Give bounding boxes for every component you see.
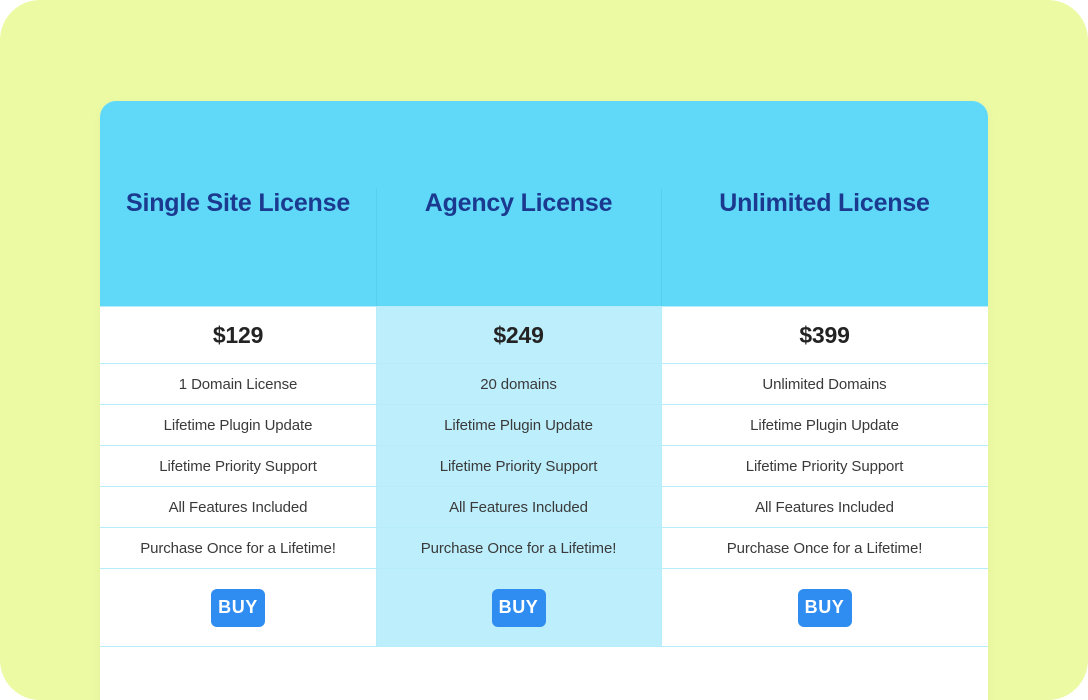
- pricing-table-card: Single Site License Agency License Unlim…: [100, 101, 988, 700]
- feature-text: Lifetime Plugin Update: [444, 416, 593, 434]
- price-cell-single-site: $129: [100, 307, 376, 363]
- price-single-site: $129: [212, 321, 264, 348]
- feature-row: Lifetime Priority Support Lifetime Prior…: [100, 445, 988, 486]
- price-cell-unlimited: $399: [661, 307, 988, 363]
- feature-text: Unlimited Domains: [762, 375, 887, 393]
- feature-text: Purchase Once for a Lifetime!: [420, 539, 617, 557]
- pricing-header-agency: Agency License: [376, 101, 661, 306]
- pricing-header-single-site: Single Site License: [100, 101, 376, 306]
- feature-text: Lifetime Priority Support: [159, 457, 317, 475]
- buy-button-unlimited[interactable]: BUY: [797, 588, 852, 627]
- buy-cell-single-site: BUY: [100, 569, 376, 646]
- feature-cell-agency: All Features Included: [376, 487, 661, 527]
- feature-cell-unlimited: All Features Included: [661, 487, 988, 527]
- feature-text: 1 Domain License: [178, 375, 298, 393]
- price-agency: $249: [493, 321, 544, 348]
- feature-text: Lifetime Priority Support: [745, 457, 904, 475]
- plan-title-agency: Agency License: [424, 189, 613, 218]
- buy-cell-unlimited: BUY: [661, 569, 988, 646]
- price-unlimited: $399: [799, 321, 850, 348]
- feature-row: Lifetime Plugin Update Lifetime Plugin U…: [100, 404, 988, 445]
- feature-text: All Features Included: [449, 498, 588, 516]
- buy-button-agency[interactable]: BUY: [491, 588, 546, 627]
- feature-row: Purchase Once for a Lifetime! Purchase O…: [100, 527, 988, 568]
- feature-cell-agency: Lifetime Plugin Update: [376, 405, 661, 445]
- feature-text: Purchase Once for a Lifetime!: [140, 539, 336, 557]
- pricing-header-unlimited: Unlimited License: [661, 101, 988, 306]
- feature-text: Purchase Once for a Lifetime!: [726, 539, 923, 557]
- feature-cell-single-site: Purchase Once for a Lifetime!: [100, 528, 376, 568]
- feature-cell-single-site: 1 Domain License: [100, 364, 376, 404]
- feature-cell-agency: Purchase Once for a Lifetime!: [376, 528, 661, 568]
- feature-cell-agency: Lifetime Priority Support: [376, 446, 661, 486]
- plan-title-single-site: Single Site License: [125, 189, 351, 218]
- price-cell-agency: $249: [376, 307, 661, 363]
- feature-text: All Features Included: [168, 498, 308, 516]
- feature-cell-single-site: All Features Included: [100, 487, 376, 527]
- feature-cell-unlimited: Purchase Once for a Lifetime!: [661, 528, 988, 568]
- plan-title-unlimited: Unlimited License: [719, 189, 930, 218]
- feature-row: 1 Domain License 20 domains Unlimited Do…: [100, 363, 988, 404]
- pricing-header-row: Single Site License Agency License Unlim…: [100, 101, 988, 306]
- card-footer-area: [100, 646, 988, 700]
- feature-cell-agency: 20 domains: [376, 364, 661, 404]
- buy-cell-agency: BUY: [376, 569, 661, 646]
- buy-button-single-site[interactable]: BUY: [211, 588, 265, 627]
- pricing-price-row: $129 $249 $399: [100, 306, 988, 363]
- feature-cell-unlimited: Lifetime Priority Support: [661, 446, 988, 486]
- pricing-buy-row: BUY BUY BUY: [100, 568, 988, 646]
- feature-cell-single-site: Lifetime Priority Support: [100, 446, 376, 486]
- feature-text: 20 domains: [480, 375, 557, 393]
- feature-cell-single-site: Lifetime Plugin Update: [100, 405, 376, 445]
- feature-cell-unlimited: Lifetime Plugin Update: [661, 405, 988, 445]
- feature-text: Lifetime Plugin Update: [750, 416, 899, 434]
- feature-text: All Features Included: [755, 498, 894, 516]
- feature-cell-unlimited: Unlimited Domains: [661, 364, 988, 404]
- feature-row: All Features Included All Features Inclu…: [100, 486, 988, 527]
- feature-text: Lifetime Plugin Update: [163, 416, 313, 434]
- feature-text: Lifetime Priority Support: [439, 457, 598, 475]
